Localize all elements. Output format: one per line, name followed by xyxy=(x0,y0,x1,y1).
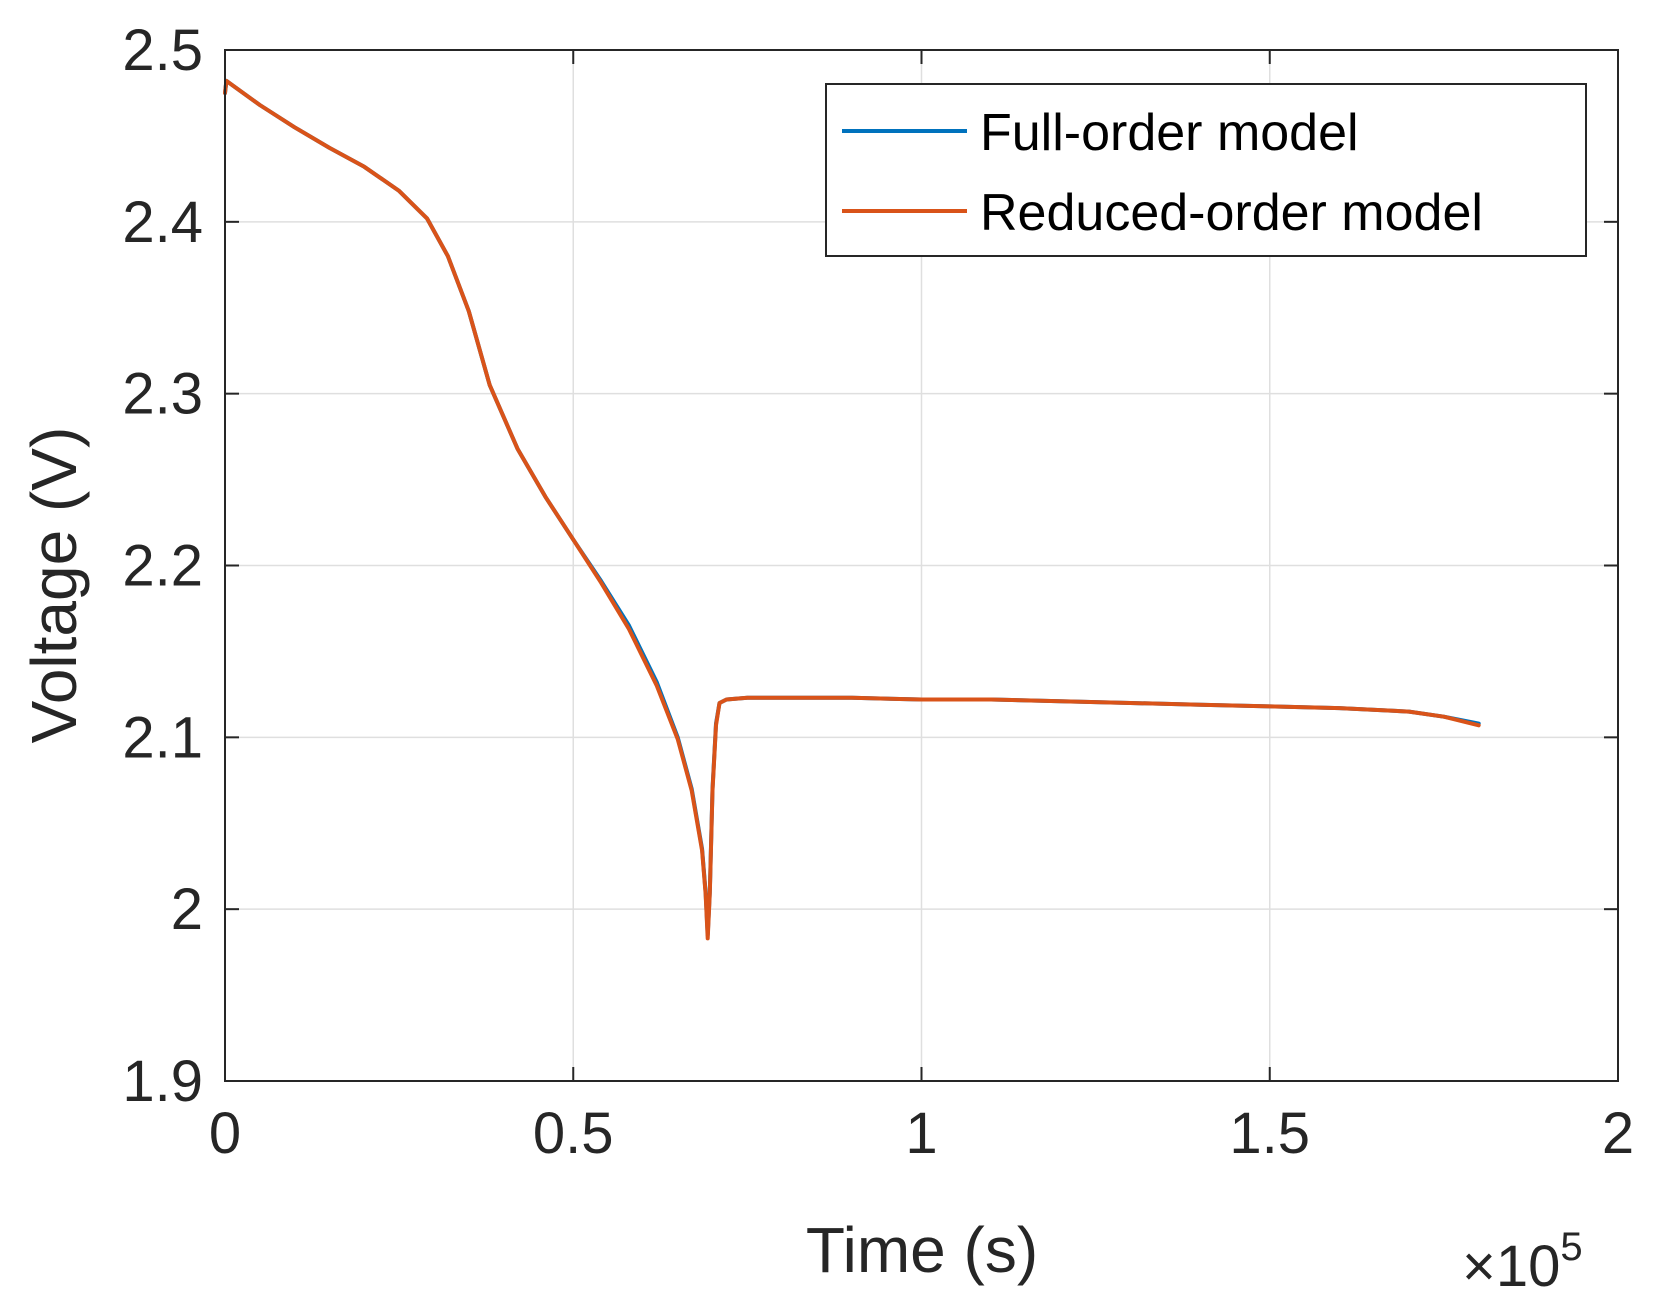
y-tick-label: 2.2 xyxy=(122,534,203,599)
y-tick-label: 2.1 xyxy=(122,705,203,770)
y-tick-labels: 1.9 2 2.1 2.2 2.3 2.4 2.5 xyxy=(122,18,203,1114)
legend-box xyxy=(825,83,1587,257)
tick-marks xyxy=(224,49,1619,1082)
y-tick-label: 2.5 xyxy=(122,18,203,83)
y-axis-label: Voltage (V) xyxy=(18,427,90,744)
legend: Full-order model Reduced-order model xyxy=(825,83,1587,257)
x-tick-label: 0.5 xyxy=(533,1101,614,1166)
x-tick-label: 1 xyxy=(905,1101,937,1166)
x-tick-label: 0 xyxy=(209,1101,241,1166)
y-tick-label: 2.3 xyxy=(122,362,203,427)
legend-label-full-order: Full-order model xyxy=(980,104,1359,162)
y-tick-label: 2 xyxy=(171,877,203,942)
y-tick-label: 2.4 xyxy=(122,190,203,255)
x-tick-label: 1.5 xyxy=(1229,1101,1310,1166)
x-exponent-base: ×10 xyxy=(1462,1234,1560,1299)
x-tick-labels: 0 0.5 1 1.5 2 xyxy=(209,1101,1634,1166)
y-tick-label: 1.9 xyxy=(122,1049,203,1114)
x-exponent-power: 5 xyxy=(1560,1225,1582,1269)
x-exponent-label: ×105 xyxy=(1462,1225,1583,1299)
series-layer xyxy=(223,78,1481,941)
series-line-reduced-order xyxy=(223,78,1481,941)
x-tick-label: 2 xyxy=(1602,1101,1634,1166)
legend-label-reduced-order: Reduced-order model xyxy=(980,184,1483,242)
x-axis-label: Time (s) xyxy=(806,1214,1038,1286)
